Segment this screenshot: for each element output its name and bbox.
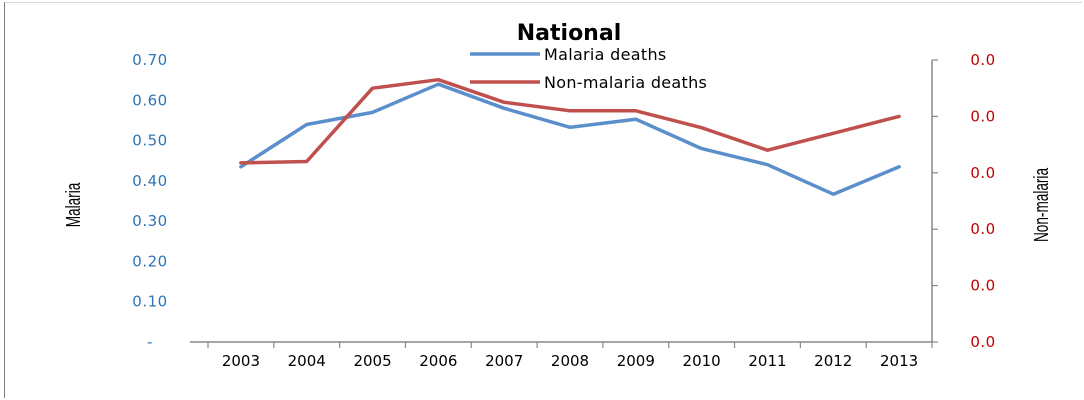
- x-tick-label: 2010: [683, 352, 721, 370]
- x-tick-label: 2011: [748, 352, 786, 370]
- legend-label: Malaria deaths: [544, 45, 667, 64]
- y-right-tick-label: 0.0: [970, 220, 995, 238]
- y-left-tick-label: 0.10: [132, 293, 167, 311]
- y-left-tick-label: 0.20: [132, 252, 167, 270]
- legend: Malaria deaths Non-malaria deaths: [470, 45, 707, 92]
- y-right-tick-label: 0.0: [970, 277, 995, 295]
- y-left-tick-label: 0.70: [132, 51, 167, 69]
- y-axis-left-label: Malaria: [61, 182, 85, 227]
- y-left-tick-label: 0.30: [132, 212, 167, 230]
- x-tick-label: 2006: [419, 352, 457, 370]
- tick-labels: - 0.10 0.20 0.30 0.40 0.50 0.60 0.70 0.0 0.0 0.0 0.…: [132, 51, 995, 370]
- y-right-tick-label: 0.0: [970, 51, 995, 69]
- legend-label: Non-malaria deaths: [544, 73, 707, 92]
- y-left-tick-label: -: [147, 333, 153, 351]
- y-right-tick-label: 0.0: [970, 107, 995, 125]
- y-right-tick-label: 0.0: [970, 164, 995, 182]
- x-tick-label: 2009: [617, 352, 655, 370]
- series-lines: [239, 77, 901, 196]
- x-tick-label: 2007: [485, 352, 523, 370]
- y-left-tick-label: 0.50: [132, 132, 167, 150]
- x-tick-label: 2012: [814, 352, 852, 370]
- series-line-malaria: [239, 82, 901, 196]
- y-left-tick-label: 0.60: [132, 91, 167, 109]
- x-tick-label: 2003: [222, 352, 260, 370]
- axes: [190, 59, 938, 348]
- series-line-non-malaria: [239, 77, 901, 165]
- x-tick-label: 2005: [353, 352, 391, 370]
- chart-frame: [4, 2, 1082, 398]
- x-tick-label: 2013: [880, 352, 918, 370]
- chart-title: National: [517, 21, 621, 46]
- y-left-tick-label: 0.40: [132, 172, 167, 190]
- x-tick-label: 2008: [551, 352, 589, 370]
- x-tick-label: 2004: [288, 352, 326, 370]
- y-right-tick-label: 0.0: [970, 333, 995, 351]
- y-axis-right-label: Non-malaria: [1029, 168, 1053, 242]
